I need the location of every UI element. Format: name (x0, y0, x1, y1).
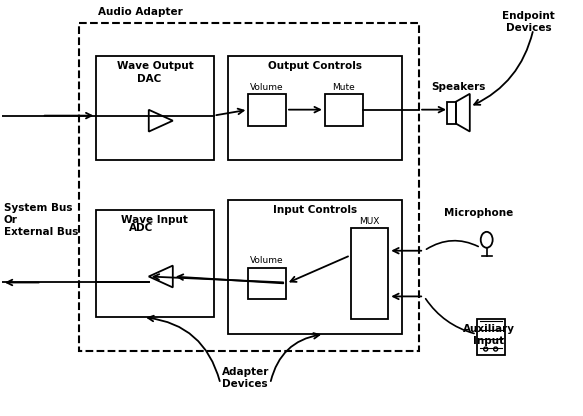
Text: Auxiliary
Input: Auxiliary Input (463, 324, 515, 346)
Bar (325, 94, 363, 126)
Bar (229, 200, 402, 334)
Text: Volume: Volume (250, 255, 284, 265)
Text: Mute: Mute (332, 83, 355, 92)
Bar (96, 56, 213, 160)
Text: Endpoint
Devices: Endpoint Devices (502, 11, 555, 33)
Text: Microphone: Microphone (444, 208, 514, 218)
Text: DAC: DAC (137, 74, 161, 84)
Text: Wave Input: Wave Input (121, 215, 188, 225)
Text: Audio Adapter: Audio Adapter (99, 7, 183, 17)
Text: Adapter
Devices: Adapter Devices (222, 367, 269, 389)
Bar (350, 228, 388, 319)
Text: ADC: ADC (129, 223, 153, 233)
Bar (248, 267, 286, 300)
Text: System Bus
Or
External Bus: System Bus Or External Bus (4, 203, 78, 237)
Bar (79, 23, 419, 351)
Bar (477, 319, 504, 355)
Bar (96, 210, 213, 317)
Text: Volume: Volume (250, 83, 284, 92)
Bar (229, 56, 402, 160)
Text: Output Controls: Output Controls (268, 61, 362, 71)
Bar (447, 102, 456, 124)
Text: MUX: MUX (359, 217, 380, 226)
Text: Speakers: Speakers (431, 82, 486, 92)
Text: Input Controls: Input Controls (273, 205, 357, 215)
Bar (248, 94, 286, 126)
Text: Wave Output: Wave Output (117, 61, 194, 71)
